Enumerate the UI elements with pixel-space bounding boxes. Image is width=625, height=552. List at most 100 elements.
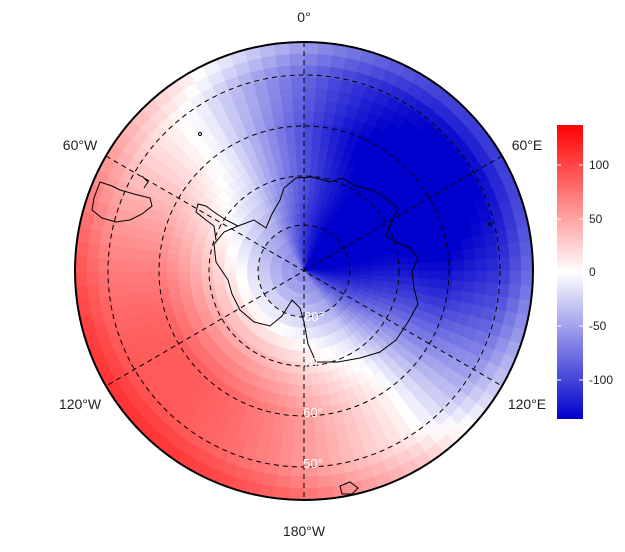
field-cell [189, 263, 202, 272]
field-cell [144, 290, 159, 303]
field-cell [86, 270, 99, 286]
field-cell [326, 439, 341, 453]
colorbar-ticks [557, 164, 583, 381]
field-cell [429, 270, 442, 281]
south-america-coastline [91, 181, 153, 223]
lon-label-120e: 120°E [508, 396, 546, 412]
colorbar-tick-50: 50 [589, 212, 603, 226]
field-cell [337, 267, 351, 272]
field-cell [394, 257, 408, 266]
lat-label-60: 60° [303, 405, 323, 420]
field-cell [295, 144, 305, 158]
field-cell [428, 252, 442, 264]
field-cell [290, 76, 305, 89]
field-cell [486, 270, 499, 285]
field-cell [439, 279, 453, 291]
field-cell [395, 270, 408, 279]
field-cell [278, 452, 293, 466]
field-cell [321, 405, 334, 419]
field-cell [303, 87, 317, 100]
field-cell [323, 416, 336, 431]
field-cell [299, 201, 305, 215]
field-cell [296, 373, 305, 386]
field-cell [473, 281, 488, 296]
field-cell [284, 122, 296, 136]
field-cell [463, 259, 477, 272]
field-cell [291, 442, 305, 455]
field-cell [303, 144, 313, 158]
field-cell [520, 255, 533, 272]
field-cell [294, 133, 305, 146]
field-cell [274, 123, 287, 137]
field-cell [275, 53, 291, 67]
field-cell [440, 260, 454, 272]
field-cell [317, 475, 333, 489]
field-cell [475, 270, 488, 284]
field-cell [267, 89, 282, 103]
lat-label-80: 80° [304, 309, 324, 324]
field-cell [303, 53, 319, 66]
field-cell [314, 440, 329, 455]
field-cell [270, 100, 284, 115]
field-cell [75, 255, 88, 272]
field-cell [303, 133, 314, 146]
antarctica-coastline [213, 176, 419, 363]
anomaly-field [75, 42, 533, 500]
field-cell [177, 278, 191, 288]
field-cell [472, 234, 486, 249]
field-cell [395, 263, 408, 272]
field-cell [288, 487, 305, 500]
field-cell [292, 98, 305, 112]
colorbar-tick-0: 0 [589, 265, 596, 279]
field-cell [295, 384, 305, 398]
field-cell [475, 258, 488, 272]
field-cell [317, 53, 333, 67]
field-cell [417, 270, 431, 280]
meridian-60e-120w [105, 155, 503, 387]
field-cell [315, 76, 330, 90]
field-cell [313, 110, 326, 124]
field-cell [132, 281, 146, 294]
field-cell [473, 246, 488, 261]
field-cell [449, 239, 464, 252]
field-cell [288, 42, 305, 55]
field-cell [485, 282, 499, 297]
field-cell [143, 270, 156, 282]
field-cell [212, 275, 225, 284]
field-cell [303, 121, 315, 135]
field-cell [303, 76, 318, 89]
field-cell [298, 190, 305, 203]
field-cell [200, 270, 213, 279]
field-cell [288, 156, 298, 170]
field-cell [314, 99, 327, 113]
field-cell [120, 270, 133, 284]
field-cell [383, 258, 396, 267]
lon-label-180w: 180°W [283, 523, 326, 539]
field-cell [284, 406, 296, 420]
lat-label-70: 70° [303, 355, 323, 370]
field-cell [509, 256, 522, 272]
field-cell [86, 284, 100, 300]
field-cell [360, 266, 374, 272]
lat-label-50: 50° [303, 456, 323, 471]
field-cell [293, 121, 305, 135]
graticule [105, 42, 503, 500]
field-cell [282, 110, 295, 124]
field-cell [155, 251, 169, 263]
field-cell [429, 261, 442, 272]
lon-label-120w: 120°W [59, 396, 102, 412]
field-cell [285, 133, 297, 147]
field-cell [234, 270, 248, 276]
field-cell [143, 280, 157, 293]
field-cell [314, 429, 327, 443]
field-cell [282, 418, 295, 432]
colorbar [557, 125, 583, 419]
field-cell [303, 419, 315, 432]
field-cell [289, 476, 305, 489]
field-cell [452, 260, 465, 272]
field-cell [120, 258, 133, 272]
field-cell [463, 270, 477, 283]
field-cell [485, 245, 499, 260]
field-cell [451, 280, 465, 293]
